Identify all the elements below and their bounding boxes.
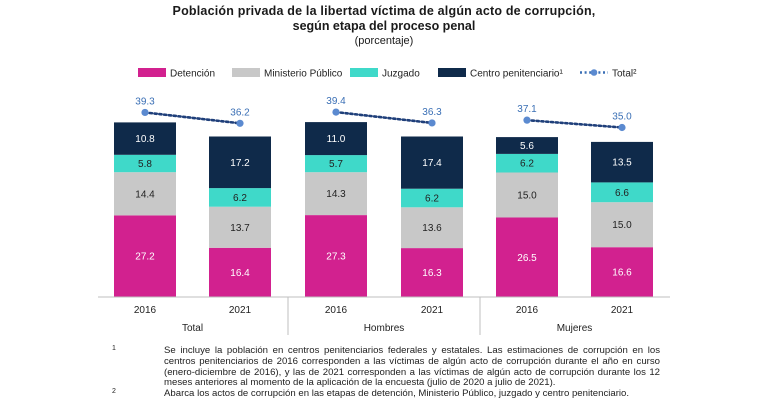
bar-segment — [401, 207, 463, 249]
footnote-1: 1 Se incluye la población en centros pen… — [110, 345, 660, 389]
total-marker — [141, 108, 149, 117]
bar-segment — [209, 136, 271, 189]
x-tick-label: 2016 — [516, 305, 539, 316]
data-label: 15.0 — [517, 191, 537, 202]
total-label: 36.2 — [230, 107, 250, 118]
chart-subtitle: (porcentaje) — [354, 35, 414, 47]
chart-titles: Población privada de la libertad víctima… — [0, 4, 768, 48]
data-label: 27.3 — [326, 252, 346, 263]
bar-segment — [209, 247, 271, 297]
bar-segment — [401, 136, 463, 189]
total-label: 37.1 — [517, 104, 537, 115]
total-label: 35.0 — [612, 112, 632, 123]
total-line — [525, 118, 624, 129]
legend-swatch — [138, 68, 166, 77]
x-tick-label: 2021 — [611, 305, 634, 316]
data-label: 5.7 — [329, 159, 343, 170]
total-label: 39.3 — [135, 96, 155, 107]
data-label: 5.6 — [520, 141, 534, 152]
bar-segment — [496, 217, 558, 297]
footnote-2: 2 Abarca los actos de corrupción en las … — [110, 388, 660, 400]
total-label: 36.3 — [422, 107, 442, 118]
data-label: 5.8 — [138, 159, 152, 170]
data-label: 13.7 — [230, 223, 250, 234]
total-marker — [523, 116, 531, 124]
data-label: 16.4 — [230, 268, 250, 279]
legend-label: Centro penitenciario¹ — [470, 69, 563, 80]
bar-segment — [305, 172, 367, 216]
bar-segment — [209, 206, 271, 248]
group-label: Mujeres — [557, 323, 593, 334]
total-marker — [332, 108, 340, 116]
footnote-text: Abarca los actos de corrupción en las et… — [164, 388, 630, 400]
data-label: 14.4 — [135, 189, 155, 200]
total-line — [143, 111, 242, 125]
total-label: 39.4 — [326, 96, 346, 107]
footnote-marker: 1 — [112, 345, 116, 352]
data-label: 13.5 — [612, 158, 632, 169]
data-label: 16.3 — [422, 268, 442, 279]
bar-segment — [305, 122, 367, 156]
bar-segment — [305, 155, 367, 173]
legend-label: Detención — [170, 69, 215, 80]
data-label: 14.3 — [326, 189, 346, 200]
footnotes: 1 Se incluye la población en centros pen… — [110, 345, 660, 400]
legend-label: Ministerio Público — [264, 69, 343, 80]
data-label: 16.6 — [612, 268, 632, 279]
bar-segment — [496, 172, 558, 218]
data-label: 17.4 — [422, 158, 442, 169]
data-label: 13.6 — [422, 223, 442, 234]
data-label: 26.5 — [517, 253, 537, 264]
legend-label: Juzgado — [382, 69, 420, 80]
data-label: 15.0 — [612, 220, 632, 231]
bar-segment — [114, 172, 176, 216]
data-label: 10.8 — [135, 134, 155, 145]
legend-label: Total² — [612, 69, 637, 80]
bar-segment — [401, 188, 463, 208]
bar-segment — [209, 188, 271, 207]
total-marker — [428, 119, 436, 127]
bar-segment — [496, 137, 558, 154]
bar-segment — [591, 202, 653, 248]
bar-segment — [591, 141, 653, 183]
bar-segment — [401, 248, 463, 297]
bar-segment — [496, 153, 558, 173]
data-label: 6.2 — [233, 193, 247, 204]
bar-segment — [114, 154, 176, 173]
bar-segment — [591, 182, 653, 203]
group-label: Total — [182, 323, 203, 334]
total-marker — [236, 119, 244, 127]
bar-segment — [305, 215, 367, 297]
chart-title: Población privada de la libertad víctima… — [172, 4, 596, 18]
legend-swatch — [350, 68, 378, 77]
data-label: 17.2 — [230, 158, 250, 169]
legend-total-marker — [590, 69, 598, 76]
bar-segment — [114, 122, 176, 155]
footnote-marker: 2 — [112, 388, 116, 396]
chart-title-line2: según etapa del proceso penal — [292, 19, 476, 33]
data-label: 11.0 — [327, 134, 346, 145]
data-label: 6.2 — [520, 159, 534, 170]
group-label: Hombres — [364, 323, 405, 334]
data-label: 6.6 — [615, 188, 629, 199]
total-marker — [618, 123, 626, 132]
bar-segment — [114, 215, 176, 297]
data-label: 6.2 — [425, 194, 439, 205]
x-tick-label: 2016 — [134, 305, 157, 316]
x-tick-label: 2021 — [229, 305, 252, 316]
x-tick-label: 2021 — [421, 305, 444, 316]
legend-swatch — [232, 68, 260, 77]
legend-swatch — [438, 68, 466, 77]
total-line — [334, 110, 434, 125]
x-tick-label: 2016 — [325, 305, 348, 316]
data-label: 27.2 — [135, 252, 155, 263]
footnote-text: Se incluye la población en centros penit… — [164, 345, 660, 389]
bar-segment — [591, 247, 653, 297]
